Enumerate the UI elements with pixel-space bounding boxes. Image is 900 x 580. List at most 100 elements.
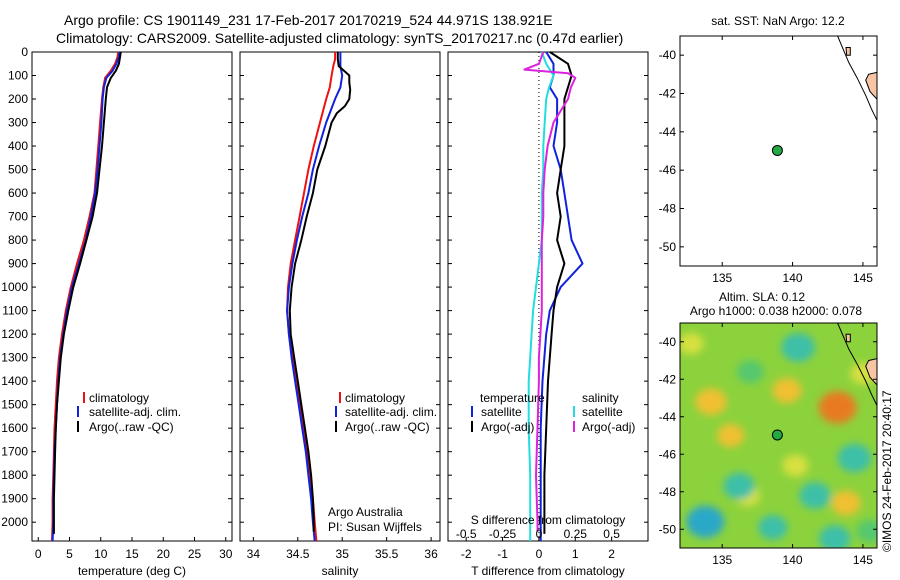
sla-anomaly bbox=[686, 505, 725, 538]
legend-argo: Argo(..raw -QC) bbox=[89, 420, 174, 434]
salinity-legend: climatology satellite-adj. clim. Argo(..… bbox=[335, 391, 437, 434]
series-line-satellite-adj-clim- bbox=[286, 52, 344, 542]
series-line-t-argo-adj- bbox=[543, 51, 573, 534]
x-tick-label: 30 bbox=[219, 547, 233, 561]
map-y-tick-label: -46 bbox=[659, 163, 677, 177]
legend-s-satellite: satellite bbox=[582, 405, 623, 419]
salinity-xlabel: salinity bbox=[322, 564, 359, 578]
t-difference-xlabel: T difference from climatology bbox=[471, 564, 625, 578]
x-tick-label: 34.5 bbox=[286, 547, 310, 561]
legend-temperature-heading: temperature bbox=[480, 391, 545, 405]
s-difference-label: S difference from climatology bbox=[471, 513, 626, 527]
map-y-tick-label: -44 bbox=[659, 125, 677, 139]
depth-tick-label: 1400 bbox=[1, 374, 28, 388]
salinity-panel: 34 34.5 35 35.5 36 climatology satellite-adj… bbox=[239, 51, 441, 578]
x-tick-label: 15 bbox=[125, 547, 139, 561]
map-y-tick-label: -42 bbox=[659, 87, 677, 101]
sst-map-panel: sat. SST: NaN Argo: 12.2 135 140 145 -40 -42… bbox=[659, 14, 878, 285]
shelf-contour bbox=[837, 323, 877, 406]
depth-tick-label: 1500 bbox=[1, 398, 28, 412]
tasmania-land bbox=[865, 71, 878, 101]
sal-legend-satellite-clim: satellite-adj. clim. bbox=[345, 405, 437, 419]
map-y-tick-label: -48 bbox=[659, 485, 677, 499]
sla-anomaly bbox=[695, 388, 727, 416]
map-x-tick-label: 140 bbox=[783, 553, 803, 567]
depth-tick-label: 1000 bbox=[1, 280, 28, 294]
map-x-tick-label: 135 bbox=[712, 553, 732, 567]
sla-anomaly bbox=[782, 454, 809, 477]
figure-title-line2: Climatology: CARS2009. Satellite-adjuste… bbox=[56, 30, 623, 46]
s-tick-label: -0.25 bbox=[489, 527, 517, 541]
s-tick-label: 0.5 bbox=[603, 527, 620, 541]
sla-anomaly bbox=[717, 424, 745, 447]
s-tick-label: 0 bbox=[536, 527, 543, 541]
depth-tick-label: 400 bbox=[8, 139, 28, 153]
map-y-tick-label: -42 bbox=[659, 372, 677, 386]
legend-satellite-clim: satellite-adj. clim. bbox=[89, 405, 181, 419]
sla-anomaly bbox=[781, 333, 815, 362]
x-tick-label: 35 bbox=[336, 547, 350, 561]
sla-anomaly bbox=[819, 525, 851, 548]
series-line-s-argo-adj- bbox=[523, 51, 577, 532]
x-tick-label: 25 bbox=[188, 547, 202, 561]
difference-legend: temperature satellite Argo(-adj) salinit… bbox=[471, 391, 635, 434]
x-tick-label: 5 bbox=[66, 547, 73, 561]
map-x-tick-label: 135 bbox=[712, 271, 732, 285]
map-x-tick-label: 145 bbox=[853, 271, 873, 285]
map-x-tick-label: 145 bbox=[853, 553, 873, 567]
sla-anomaly bbox=[772, 378, 802, 403]
depth-tick-label: 0 bbox=[21, 45, 28, 59]
sla-anomaly bbox=[856, 519, 877, 543]
pi-label: PI: Susan Wijffels bbox=[328, 520, 422, 534]
map-y-tick-label: -44 bbox=[659, 410, 677, 424]
king-island bbox=[845, 333, 851, 343]
s-tick-label: -0.5 bbox=[456, 527, 477, 541]
x-tick-label: 35.5 bbox=[375, 547, 399, 561]
legend-climatology: climatology bbox=[89, 391, 149, 405]
sal-legend-argo: Argo(..raw -QC) bbox=[345, 420, 430, 434]
difference-panel: -2 -1 0 1 2 -0.5 -0.25 0 0.25 0.5 temperature sat… bbox=[447, 51, 649, 578]
sla-anomaly bbox=[723, 472, 755, 500]
series-line-t-satellite bbox=[539, 51, 584, 541]
x-tick-label: 0 bbox=[536, 547, 543, 561]
depth-tick-label: 1600 bbox=[1, 421, 28, 435]
depth-tick-label: 1300 bbox=[1, 351, 28, 365]
depth-tick-label: 1800 bbox=[1, 468, 28, 482]
x-tick-label: 0 bbox=[35, 547, 42, 561]
map-y-tick-label: -40 bbox=[659, 48, 677, 62]
sla-anomaly bbox=[818, 391, 857, 424]
sla-anomaly bbox=[837, 443, 872, 473]
x-tick-label: -1 bbox=[497, 547, 508, 561]
x-tick-label: 10 bbox=[94, 547, 108, 561]
x-tick-label: 36 bbox=[424, 547, 438, 561]
sst-map-title: sat. SST: NaN Argo: 12.2 bbox=[711, 14, 845, 28]
sla-map-subtitle: Argo h1000: 0.038 h2000: 0.078 bbox=[690, 304, 862, 318]
depth-tick-label: 1100 bbox=[2, 304, 28, 318]
depth-tick-label: 2000 bbox=[1, 515, 28, 529]
map-y-tick-label: -48 bbox=[659, 202, 677, 216]
shelf-contour bbox=[837, 35, 878, 121]
map-x-tick-label: 140 bbox=[783, 271, 803, 285]
sla-map-title: Altim. SLA: 0.12 bbox=[719, 290, 805, 304]
sla-anomaly bbox=[831, 490, 861, 516]
sla-anomaly bbox=[736, 360, 764, 384]
king-island bbox=[845, 47, 851, 56]
legend-t-argo: Argo(-adj) bbox=[481, 420, 534, 434]
depth-tick-label: 1900 bbox=[1, 492, 28, 506]
depth-tick-label: 300 bbox=[8, 116, 28, 130]
map-y-tick-label: -50 bbox=[659, 522, 677, 536]
float-marker bbox=[771, 429, 783, 441]
x-tick-label: 1 bbox=[572, 547, 579, 561]
map-y-tick-label: -40 bbox=[659, 335, 677, 349]
depth-tick-label: 800 bbox=[8, 233, 28, 247]
x-tick-label: 2 bbox=[608, 547, 615, 561]
sla-anomaly bbox=[680, 333, 704, 355]
legend-t-satellite: satellite bbox=[481, 405, 522, 419]
sla-map-panel: Altim. SLA: 0.12 Argo h1000: 0.038 h2000… bbox=[659, 290, 878, 567]
depth-tick-label: 1200 bbox=[1, 327, 28, 341]
map-y-tick-label: -50 bbox=[659, 240, 677, 254]
x-tick-label: 34 bbox=[247, 547, 261, 561]
temperature-xlabel: temperature (deg C) bbox=[78, 564, 186, 578]
